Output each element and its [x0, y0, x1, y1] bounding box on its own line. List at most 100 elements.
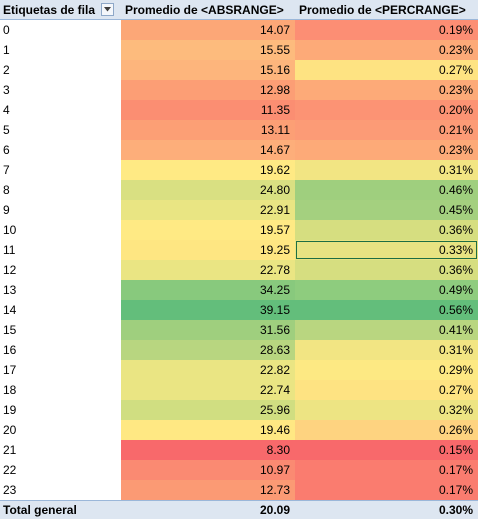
abs-value-cell[interactable]: 31.56: [121, 320, 295, 340]
abs-value-cell[interactable]: 12.73: [121, 480, 295, 500]
row-label-cell[interactable]: 2: [0, 60, 121, 80]
abs-value-cell[interactable]: 15.55: [121, 40, 295, 60]
table-row: 11 19.25 0.33%: [0, 240, 478, 260]
pct-value-cell[interactable]: 0.45%: [295, 200, 478, 220]
row-label-cell[interactable]: 5: [0, 120, 121, 140]
pivot-body: 0 14.07 0.19% 1 15.55 0.23% 2 15.16 0.27% 3 12.98 0…: [0, 20, 478, 500]
abs-value-cell[interactable]: 39.15: [121, 300, 295, 320]
row-label-cell[interactable]: 17: [0, 360, 121, 380]
pct-value-cell[interactable]: 0.36%: [295, 260, 478, 280]
row-label-cell[interactable]: 20: [0, 420, 121, 440]
row-label-cell[interactable]: 3: [0, 80, 121, 100]
pct-value-cell[interactable]: 0.33%: [295, 240, 478, 260]
abs-value-cell[interactable]: 15.16: [121, 60, 295, 80]
pct-value-cell[interactable]: 0.27%: [295, 60, 478, 80]
grand-total-label[interactable]: Total general: [3, 503, 77, 517]
table-row: 17 22.82 0.29%: [0, 360, 478, 380]
abs-value-cell[interactable]: 19.62: [121, 160, 295, 180]
row-label-cell[interactable]: 1: [0, 40, 121, 60]
abs-column-header[interactable]: Promedio de <ABSRANGE>: [125, 3, 284, 17]
pct-value-cell[interactable]: 0.41%: [295, 320, 478, 340]
pct-value-cell[interactable]: 0.36%: [295, 220, 478, 240]
row-label-cell[interactable]: 10: [0, 220, 121, 240]
pct-value-cell[interactable]: 0.21%: [295, 120, 478, 140]
pct-value-cell[interactable]: 0.32%: [295, 400, 478, 420]
abs-value-cell[interactable]: 14.07: [121, 20, 295, 40]
table-row: 21 8.30 0.15%: [0, 440, 478, 460]
abs-value-cell[interactable]: 19.46: [121, 420, 295, 440]
pct-value-cell[interactable]: 0.23%: [295, 140, 478, 160]
abs-value-cell[interactable]: 14.67: [121, 140, 295, 160]
abs-value-cell[interactable]: 19.57: [121, 220, 295, 240]
pct-value-cell[interactable]: 0.31%: [295, 160, 478, 180]
abs-value-cell[interactable]: 22.91: [121, 200, 295, 220]
abs-value-cell[interactable]: 22.82: [121, 360, 295, 380]
table-row: 10 19.57 0.36%: [0, 220, 478, 240]
row-labels-header[interactable]: Etiquetas de fila: [0, 0, 121, 19]
table-row: 3 12.98 0.23%: [0, 80, 478, 100]
pct-value-cell[interactable]: 0.29%: [295, 360, 478, 380]
pct-value-cell[interactable]: 0.49%: [295, 280, 478, 300]
row-label-cell[interactable]: 4: [0, 100, 121, 120]
pct-value-cell[interactable]: 0.23%: [295, 40, 478, 60]
pct-value-cell[interactable]: 0.26%: [295, 420, 478, 440]
table-row: 23 12.73 0.17%: [0, 480, 478, 500]
filter-dropdown-icon[interactable]: [101, 3, 115, 16]
abs-value-cell[interactable]: 22.74: [121, 380, 295, 400]
row-label-cell[interactable]: 14: [0, 300, 121, 320]
row-label-cell[interactable]: 12: [0, 260, 121, 280]
row-label-cell[interactable]: 22: [0, 460, 121, 480]
abs-value-cell[interactable]: 25.96: [121, 400, 295, 420]
pct-value-cell[interactable]: 0.46%: [295, 180, 478, 200]
row-label-cell[interactable]: 13: [0, 280, 121, 300]
pct-value-cell[interactable]: 0.31%: [295, 340, 478, 360]
pct-value-cell[interactable]: 0.23%: [295, 80, 478, 100]
row-label-cell[interactable]: 18: [0, 380, 121, 400]
row-label-cell[interactable]: 11: [0, 240, 121, 260]
abs-value-cell[interactable]: 22.78: [121, 260, 295, 280]
abs-value-cell[interactable]: 8.30: [121, 440, 295, 460]
table-row: 9 22.91 0.45%: [0, 200, 478, 220]
table-row: 2 15.16 0.27%: [0, 60, 478, 80]
abs-value-cell[interactable]: 10.97: [121, 460, 295, 480]
pct-value-cell[interactable]: 0.56%: [295, 300, 478, 320]
table-row: 4 11.35 0.20%: [0, 100, 478, 120]
pct-value-cell[interactable]: 0.27%: [295, 380, 478, 400]
row-label-cell[interactable]: 16: [0, 340, 121, 360]
abs-value-cell[interactable]: 13.11: [121, 120, 295, 140]
table-row: 19 25.96 0.32%: [0, 400, 478, 420]
abs-value-cell[interactable]: 12.98: [121, 80, 295, 100]
row-label-cell[interactable]: 9: [0, 200, 121, 220]
row-label-cell[interactable]: 15: [0, 320, 121, 340]
pct-value-cell[interactable]: 0.19%: [295, 20, 478, 40]
pct-column-header[interactable]: Promedio de <PERCRANGE>: [299, 3, 466, 17]
abs-value-cell[interactable]: 24.80: [121, 180, 295, 200]
row-label-cell[interactable]: 6: [0, 140, 121, 160]
row-label-cell[interactable]: 0: [0, 20, 121, 40]
pct-value-cell[interactable]: 0.17%: [295, 480, 478, 500]
row-label-cell[interactable]: 7: [0, 160, 121, 180]
row-labels-header-text: Etiquetas de fila: [3, 2, 96, 17]
row-label-cell[interactable]: 8: [0, 180, 121, 200]
abs-value-cell[interactable]: 28.63: [121, 340, 295, 360]
row-label-cell[interactable]: 19: [0, 400, 121, 420]
row-label-cell[interactable]: 23: [0, 480, 121, 500]
table-row: 13 34.25 0.49%: [0, 280, 478, 300]
table-row: 0 14.07 0.19%: [0, 20, 478, 40]
pct-value-cell[interactable]: 0.15%: [295, 440, 478, 460]
row-label-cell[interactable]: 21: [0, 440, 121, 460]
table-row: 1 15.55 0.23%: [0, 40, 478, 60]
abs-value-cell[interactable]: 11.35: [121, 100, 295, 120]
grand-total-pct[interactable]: 0.30%: [438, 503, 473, 517]
pct-value-cell[interactable]: 0.20%: [295, 100, 478, 120]
pct-value-cell[interactable]: 0.17%: [295, 460, 478, 480]
table-row: 16 28.63 0.31%: [0, 340, 478, 360]
table-row: 7 19.62 0.31%: [0, 160, 478, 180]
abs-value-cell[interactable]: 34.25: [121, 280, 295, 300]
pivot-header-row: Etiquetas de fila Promedio de <ABSRANGE>…: [0, 0, 478, 20]
abs-value-cell[interactable]: 19.25: [121, 240, 295, 260]
table-row: 8 24.80 0.46%: [0, 180, 478, 200]
grand-total-row: Total general 20.09 0.30%: [0, 500, 478, 519]
grand-total-abs[interactable]: 20.09: [259, 503, 290, 517]
